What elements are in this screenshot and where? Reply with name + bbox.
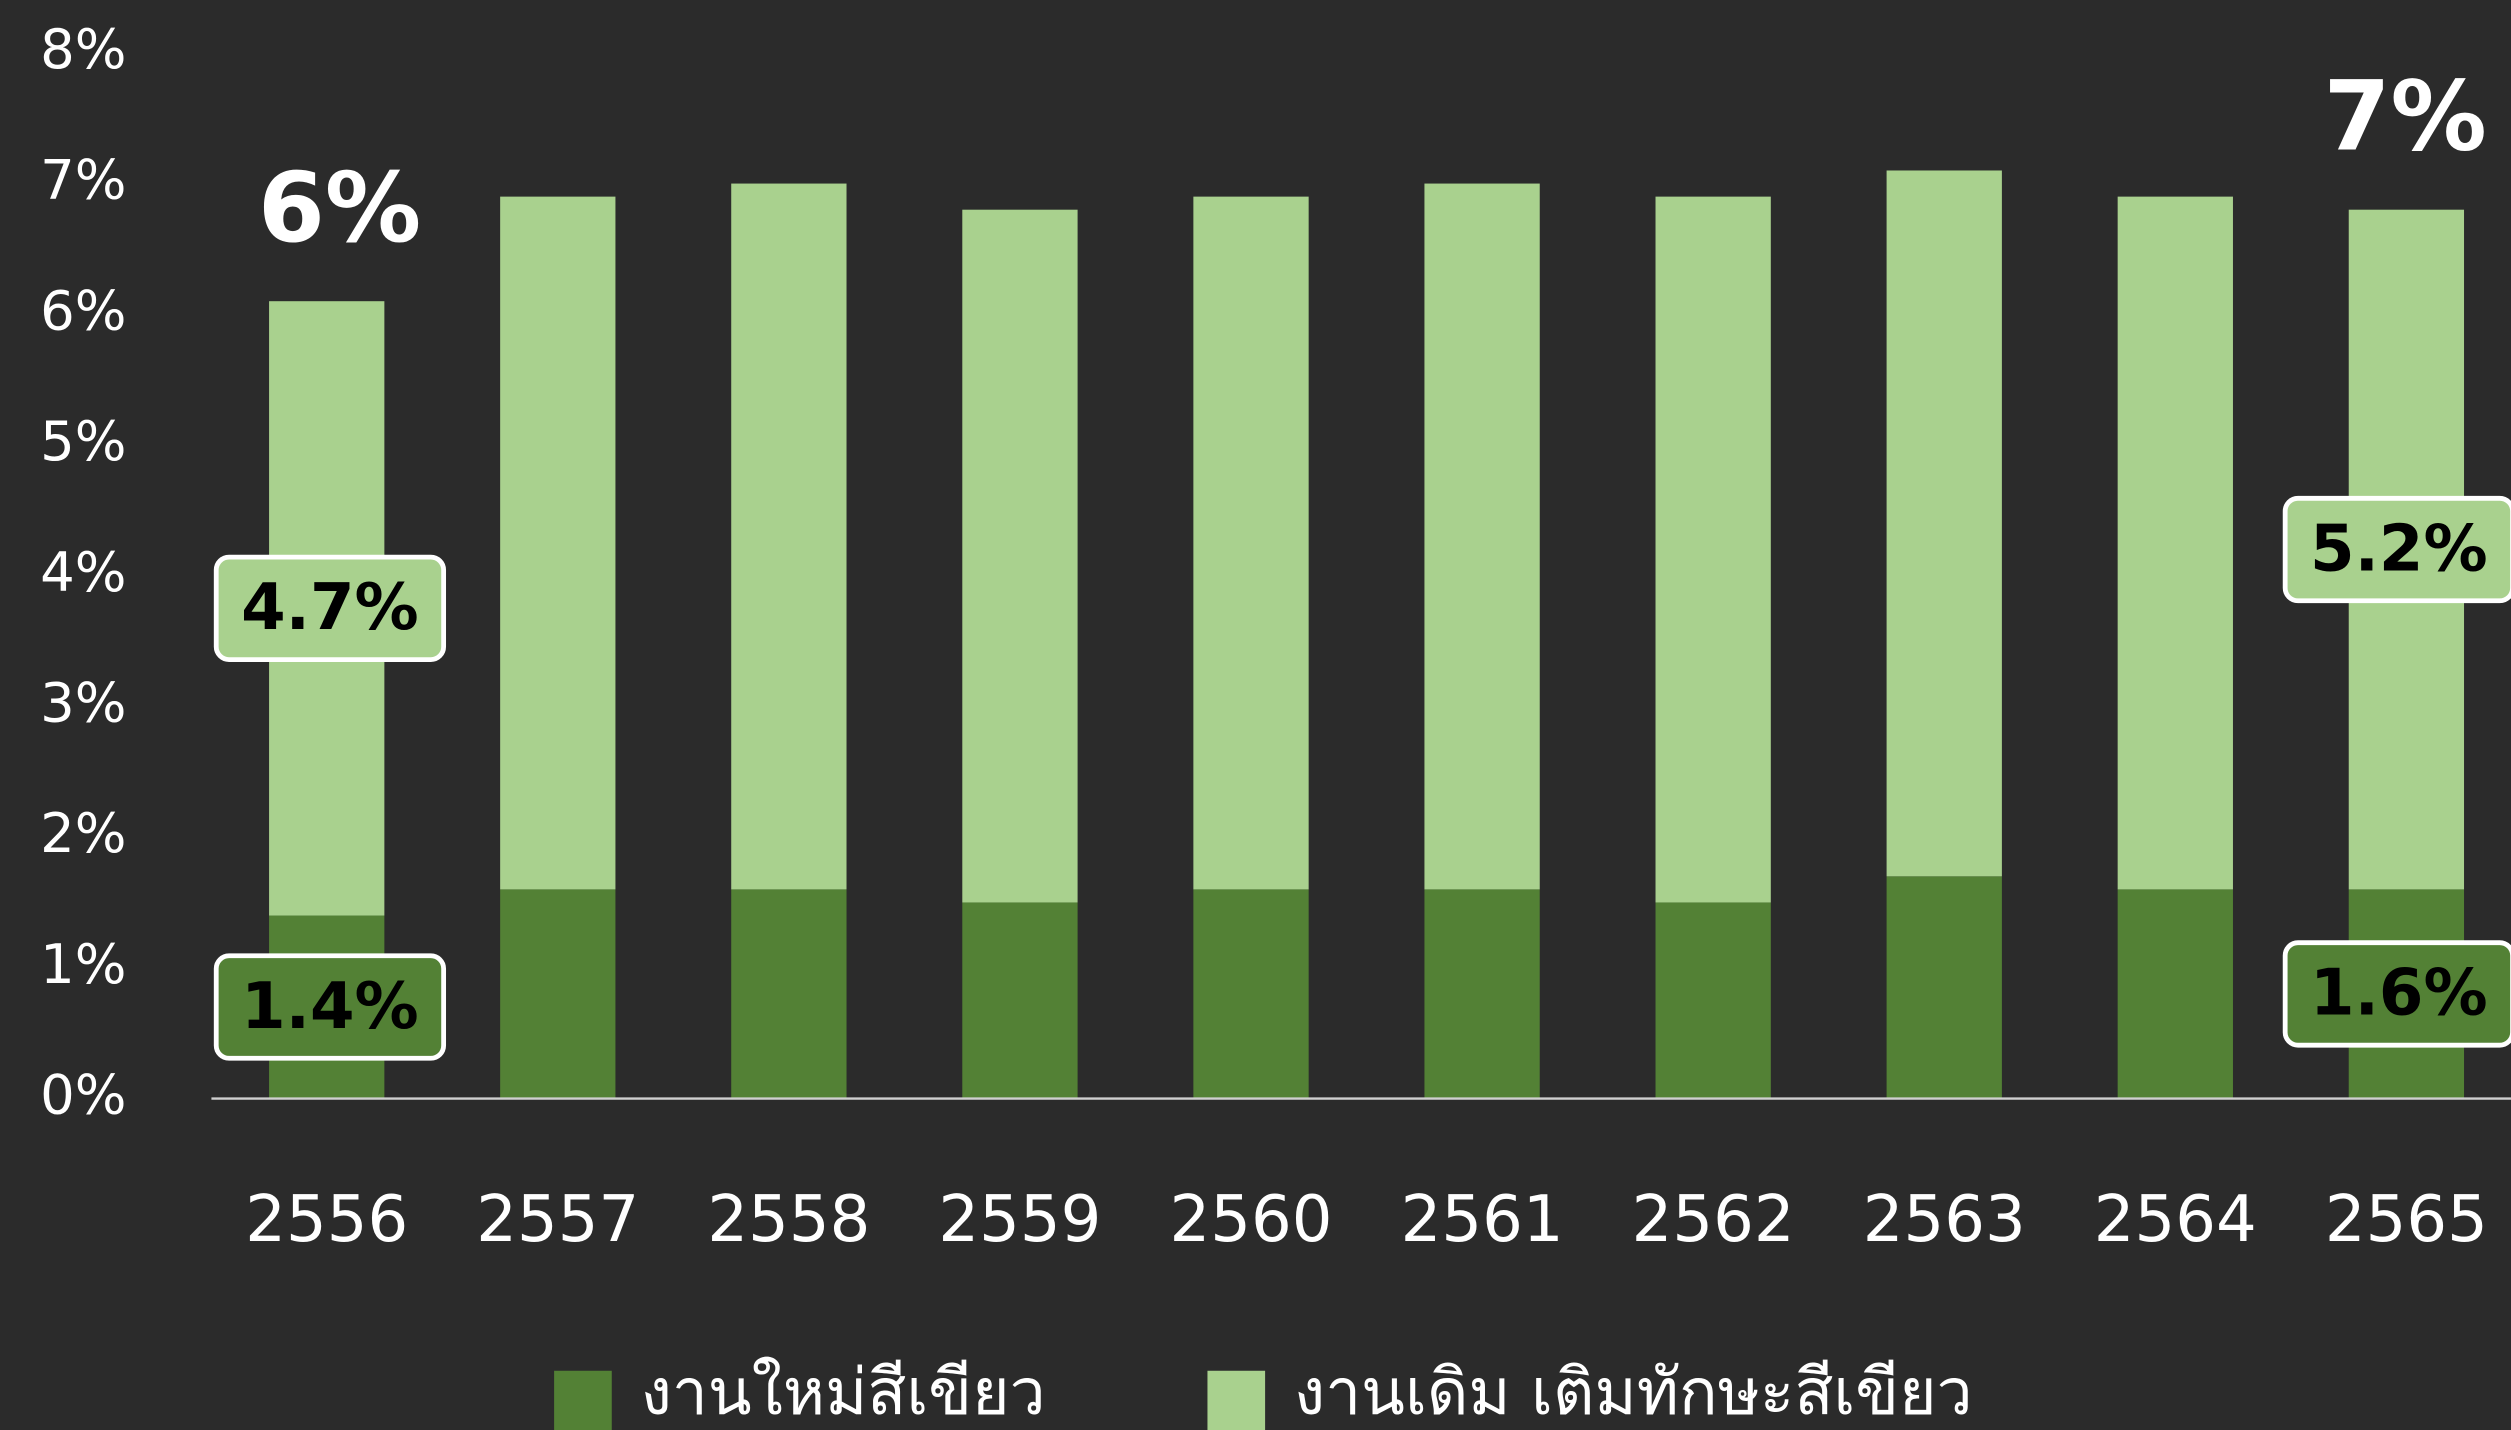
- legend-label: งานใหม่สีเขียว: [641, 1356, 1046, 1430]
- x-tick-label: 2558: [707, 1183, 870, 1257]
- x-tick-label: 2556: [245, 1183, 408, 1257]
- y-tick-label: 6%: [40, 278, 126, 342]
- y-tick-label: 8%: [40, 17, 126, 81]
- y-tick-label: 4%: [40, 540, 126, 604]
- value-label: 1.4%: [241, 970, 419, 1044]
- bar-segment: [500, 196, 616, 890]
- legend-swatch: [554, 1370, 612, 1430]
- x-tick-label: 2557: [476, 1183, 639, 1257]
- value-label: 5.2%: [2310, 512, 2488, 586]
- x-tick-label: 2559: [938, 1183, 1101, 1257]
- value-label-box: [2282, 940, 2511, 1048]
- value-label-box: [2282, 495, 2511, 604]
- x-tick-label: 2565: [2325, 1183, 2488, 1257]
- x-tick-label: 2563: [1863, 1183, 2026, 1257]
- bar-segment: [2117, 889, 2233, 1099]
- legend-label: งานเดิม เติมทักษะสีเขียว: [1294, 1356, 1973, 1430]
- bar-segment: [500, 889, 616, 1099]
- y-tick-label: 7%: [40, 148, 126, 212]
- y-tick-label: 2%: [40, 801, 126, 865]
- x-tick-label: 2564: [2094, 1183, 2257, 1257]
- bar-segment: [1886, 170, 2002, 877]
- x-tick-label: 2560: [1170, 1183, 1333, 1257]
- bar-segment: [962, 209, 1078, 903]
- value-label: 1.6%: [2310, 957, 2488, 1031]
- total-label: 6%: [258, 152, 421, 264]
- bar-segment: [731, 889, 847, 1099]
- y-tick-label: 5%: [40, 409, 126, 473]
- y-tick-label: 0%: [40, 1063, 126, 1127]
- y-tick-label: 1%: [40, 932, 126, 996]
- bar-segment: [1424, 183, 1540, 890]
- bar-segment: [1886, 876, 2002, 1099]
- x-tick-label: 2562: [1632, 1183, 1795, 1257]
- bar-segment: [962, 902, 1078, 1099]
- legend-swatch: [1207, 1370, 1266, 1430]
- bar-segment: [2117, 196, 2233, 890]
- value-label-box: [213, 554, 447, 663]
- bar-segment: [1193, 196, 1309, 890]
- bar-segment: [731, 183, 847, 890]
- bar-segment: [1655, 196, 1771, 903]
- value-label: 4.7%: [241, 571, 419, 645]
- value-label-box: [213, 953, 447, 1061]
- total-label: 7%: [2324, 61, 2487, 173]
- bar-segment: [1193, 889, 1309, 1099]
- y-tick-label: 3%: [40, 671, 126, 735]
- bar-segment: [1655, 902, 1771, 1099]
- x-tick-label: 2561: [1401, 1183, 1564, 1257]
- bar-segment: [1424, 889, 1540, 1099]
